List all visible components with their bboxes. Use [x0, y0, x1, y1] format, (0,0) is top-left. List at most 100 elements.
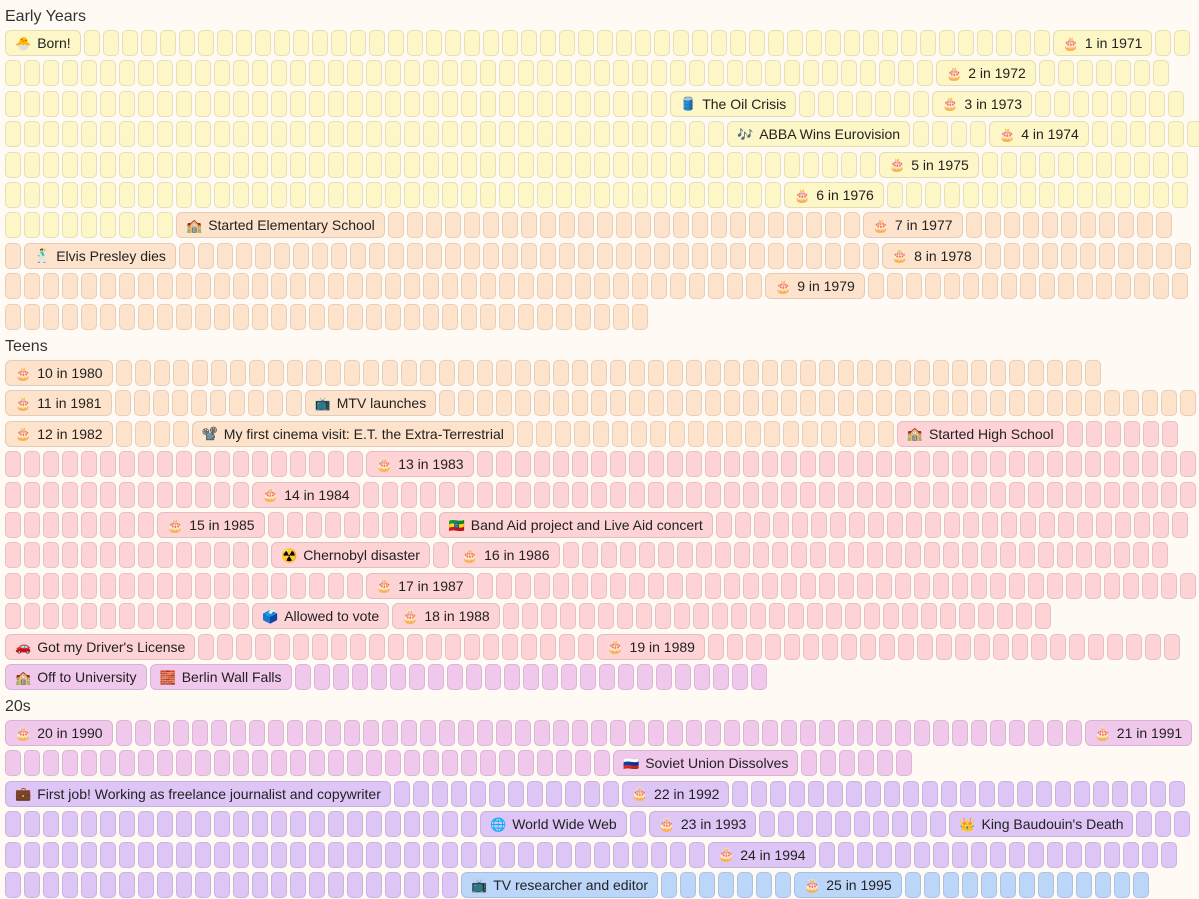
week-cell[interactable]	[1174, 242, 1191, 269]
week-cell[interactable]	[469, 780, 486, 807]
week-cell[interactable]	[746, 273, 762, 300]
week-cell[interactable]	[176, 303, 192, 330]
week-cell[interactable]	[1047, 390, 1064, 417]
week-cell[interactable]	[704, 572, 721, 599]
week-cell[interactable]	[385, 151, 401, 178]
week-cell[interactable]	[1073, 90, 1089, 117]
week-cell[interactable]	[1034, 603, 1051, 630]
week-cell[interactable]	[267, 720, 284, 746]
week-cell[interactable]	[556, 841, 572, 868]
week-cell[interactable]	[1041, 212, 1058, 239]
week-cell[interactable]	[484, 664, 501, 690]
week-cell[interactable]	[463, 242, 480, 269]
week-cell[interactable]	[687, 420, 704, 447]
week-cell[interactable]	[689, 151, 705, 178]
week-cell[interactable]	[1084, 481, 1101, 508]
week-cell[interactable]	[786, 30, 803, 56]
week-cell[interactable]	[233, 90, 249, 117]
week-cell[interactable]	[611, 420, 628, 447]
week-cell[interactable]	[1075, 872, 1092, 898]
week-cell[interactable]	[980, 542, 997, 569]
week-cell[interactable]	[495, 572, 512, 599]
week-cell[interactable]	[767, 242, 784, 269]
week-cell[interactable]	[559, 603, 576, 630]
week-cell[interactable]	[5, 481, 21, 508]
week-cell[interactable]	[904, 872, 921, 898]
week-cell[interactable]	[233, 481, 249, 508]
week-cell[interactable]	[726, 633, 743, 660]
week-cell[interactable]	[647, 572, 664, 599]
week-cell[interactable]	[843, 242, 860, 269]
event-chip[interactable]: 🎂 3 in 1973	[932, 90, 1032, 117]
week-cell[interactable]	[423, 182, 439, 208]
week-cell[interactable]	[5, 451, 21, 478]
week-cell[interactable]	[691, 212, 708, 239]
week-cell[interactable]	[989, 720, 1006, 746]
week-cell[interactable]	[799, 720, 816, 746]
week-cell[interactable]	[81, 303, 97, 330]
week-cell[interactable]	[514, 481, 531, 508]
week-cell[interactable]	[537, 182, 553, 208]
week-cell[interactable]	[157, 90, 173, 117]
week-cell[interactable]	[115, 720, 132, 746]
week-cell[interactable]	[100, 542, 116, 569]
week-cell[interactable]	[445, 633, 462, 660]
week-cell[interactable]	[539, 242, 556, 269]
week-cell[interactable]	[480, 121, 496, 148]
event-chip[interactable]: 🕺 Elvis Presley dies	[24, 242, 176, 269]
week-cell[interactable]	[1038, 60, 1055, 87]
week-cell[interactable]	[730, 603, 747, 630]
week-cell[interactable]	[233, 841, 249, 868]
week-cell[interactable]	[1027, 720, 1044, 746]
week-cell[interactable]	[404, 90, 420, 117]
week-cell[interactable]	[408, 664, 425, 690]
week-cell[interactable]	[157, 212, 173, 239]
event-chip[interactable]: 🏫 Started Elementary School	[176, 212, 385, 239]
week-cell[interactable]	[81, 750, 97, 777]
week-cell[interactable]	[685, 481, 702, 508]
week-cell[interactable]	[1095, 151, 1112, 178]
week-cell[interactable]	[685, 720, 702, 746]
week-cell[interactable]	[461, 121, 477, 148]
week-cell[interactable]	[267, 512, 284, 538]
week-cell[interactable]	[647, 720, 664, 746]
week-cell[interactable]	[5, 603, 21, 630]
week-cell[interactable]	[875, 481, 892, 508]
week-cell[interactable]	[157, 303, 173, 330]
week-cell[interactable]	[552, 572, 569, 599]
week-cell[interactable]	[594, 60, 610, 87]
week-cell[interactable]	[965, 212, 982, 239]
week-cell[interactable]	[1087, 633, 1104, 660]
week-cell[interactable]	[748, 30, 765, 56]
week-cell[interactable]	[252, 542, 268, 569]
week-cell[interactable]	[583, 780, 600, 807]
week-cell[interactable]	[1160, 841, 1177, 868]
week-cell[interactable]	[1065, 360, 1082, 386]
week-cell[interactable]	[847, 542, 864, 569]
week-cell[interactable]	[862, 242, 879, 269]
week-cell[interactable]	[477, 390, 494, 417]
week-cell[interactable]	[1152, 512, 1169, 538]
week-cell[interactable]	[381, 720, 398, 746]
week-cell[interactable]	[938, 30, 955, 56]
week-cell[interactable]	[877, 420, 894, 447]
week-cell[interactable]	[856, 841, 873, 868]
week-cell[interactable]	[666, 572, 683, 599]
week-cell[interactable]	[176, 273, 192, 300]
week-cell[interactable]	[996, 603, 1013, 630]
week-cell[interactable]	[442, 90, 458, 117]
week-cell[interactable]	[905, 273, 922, 300]
week-cell[interactable]	[1076, 60, 1093, 87]
week-cell[interactable]	[761, 360, 778, 386]
week-cell[interactable]	[749, 603, 766, 630]
week-cell[interactable]	[742, 720, 759, 746]
event-chip[interactable]: 📽️ My first cinema visit: E.T. the Extra-…	[191, 420, 514, 447]
week-cell[interactable]	[499, 60, 515, 87]
week-cell[interactable]	[537, 303, 553, 330]
week-cell[interactable]	[1103, 841, 1120, 868]
event-chip[interactable]: 📺 TV researcher and editor	[461, 872, 659, 898]
week-cell[interactable]	[138, 572, 154, 599]
week-cell[interactable]	[805, 242, 822, 269]
week-cell[interactable]	[951, 481, 968, 508]
week-cell[interactable]	[24, 481, 40, 508]
